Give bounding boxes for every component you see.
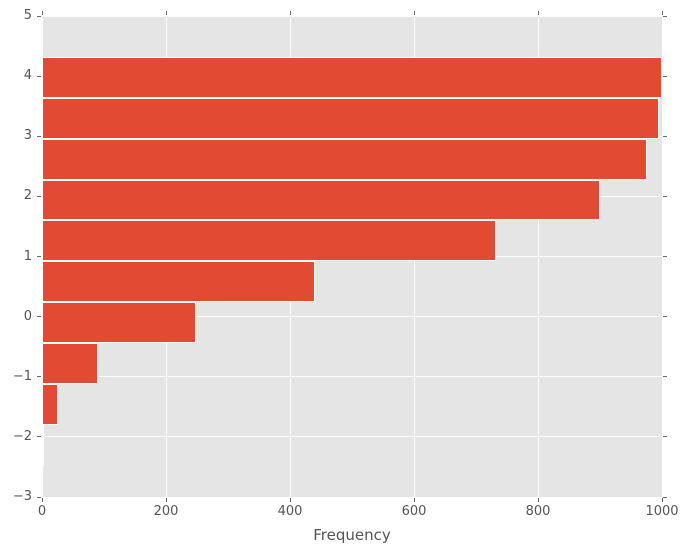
y-tick-label: 3 [23,128,32,144]
y-tick-label: 5 [23,8,32,23]
y-tick-label: 0 [23,308,32,324]
y-tick-label: 2 [23,188,32,204]
y-tick-mark [663,135,667,137]
plot-area [41,15,663,498]
x-tick-mark [537,498,539,502]
gridline-horizontal [42,316,662,318]
gridline-horizontal [42,15,662,17]
x-tick-label: 0 [37,504,47,519]
y-tick-mark [37,195,41,197]
y-tick-label: 4 [23,68,32,84]
gridline-horizontal [42,496,662,498]
y-tick-mark [37,15,41,17]
y-tick-mark [37,496,41,498]
x-tick-label: 800 [525,504,551,519]
x-tick-mark [289,11,291,15]
histogram-bar [42,97,659,139]
x-tick-mark [413,11,415,15]
histogram-bar [42,220,497,262]
x-tick-mark [289,498,291,502]
x-axis-label: Frequency [313,526,391,544]
y-tick-label: −2 [12,428,32,444]
y-tick-mark [37,436,41,438]
x-tick-mark [661,498,663,502]
x-tick-mark [41,498,43,502]
x-tick-label: 1000 [645,504,679,519]
x-tick-mark [165,11,167,15]
x-tick-label: 200 [153,504,179,519]
histogram-bar [42,56,662,98]
histogram-bar [42,179,600,221]
y-tick-label: 1 [23,248,32,264]
y-tick-mark [663,436,667,438]
x-tick-mark [661,11,663,15]
x-tick-mark [165,498,167,502]
y-tick-mark [663,256,667,257]
histogram-bar [42,302,196,344]
y-tick-mark [663,75,667,77]
y-tick-mark [37,256,41,257]
y-tick-label: −3 [12,489,32,504]
y-tick-mark [37,316,41,318]
x-tick-mark [41,11,43,15]
y-tick-mark [663,15,667,17]
histogram-bar [42,424,45,466]
y-tick-label: −1 [12,368,32,384]
y-tick-mark [37,376,41,378]
x-tick-mark [413,498,415,502]
histogram-bar [42,383,58,425]
histogram-bar [42,343,98,384]
y-tick-mark [37,135,41,137]
histogram-bar [42,138,647,180]
y-tick-mark [663,376,667,378]
y-tick-mark [663,496,667,498]
gridline-horizontal [42,436,662,438]
histogram-bar [42,261,316,303]
gridline-horizontal [42,376,662,378]
x-tick-label: 600 [401,504,427,519]
x-tick-mark [537,11,539,15]
y-tick-mark [37,75,41,77]
gridline-vertical [661,16,663,497]
y-tick-mark [663,195,667,197]
y-tick-mark [663,316,667,318]
x-tick-label: 400 [277,504,303,519]
